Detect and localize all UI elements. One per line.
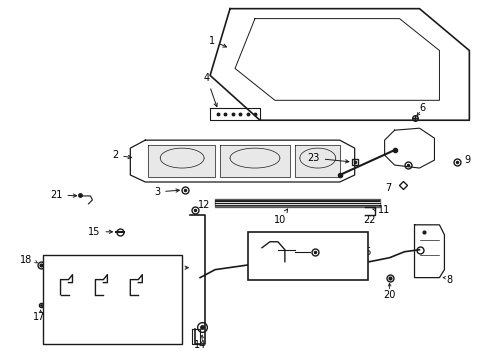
Text: 7: 7 <box>385 183 391 193</box>
Text: 1: 1 <box>208 36 226 47</box>
Text: 20: 20 <box>383 289 395 300</box>
Text: 13: 13 <box>167 263 188 273</box>
Bar <box>247 232 367 280</box>
Text: 2: 2 <box>112 150 131 160</box>
Text: 17: 17 <box>33 312 45 323</box>
Text: 16: 16 <box>106 336 118 346</box>
Text: 10: 10 <box>273 209 287 225</box>
Text: 25: 25 <box>323 247 371 257</box>
Text: 23: 23 <box>307 153 348 163</box>
Polygon shape <box>384 128 433 168</box>
Polygon shape <box>294 145 339 177</box>
Polygon shape <box>130 140 354 182</box>
Text: 15: 15 <box>88 227 112 237</box>
Text: 19: 19 <box>328 270 340 280</box>
Text: 4: 4 <box>203 73 217 107</box>
Text: 21: 21 <box>50 190 77 200</box>
Text: 14: 14 <box>194 340 206 350</box>
Text: 11: 11 <box>377 205 389 215</box>
Text: 24: 24 <box>251 251 264 261</box>
Text: 3: 3 <box>154 187 179 197</box>
Text: 12: 12 <box>198 200 210 210</box>
Text: 9: 9 <box>464 155 469 165</box>
Text: 5: 5 <box>414 158 420 168</box>
Polygon shape <box>220 145 289 177</box>
Polygon shape <box>148 145 215 177</box>
Text: 6: 6 <box>419 103 425 113</box>
Text: 22: 22 <box>363 215 375 225</box>
Bar <box>42 255 182 345</box>
Text: 8: 8 <box>446 275 451 285</box>
Text: 18: 18 <box>20 255 33 265</box>
